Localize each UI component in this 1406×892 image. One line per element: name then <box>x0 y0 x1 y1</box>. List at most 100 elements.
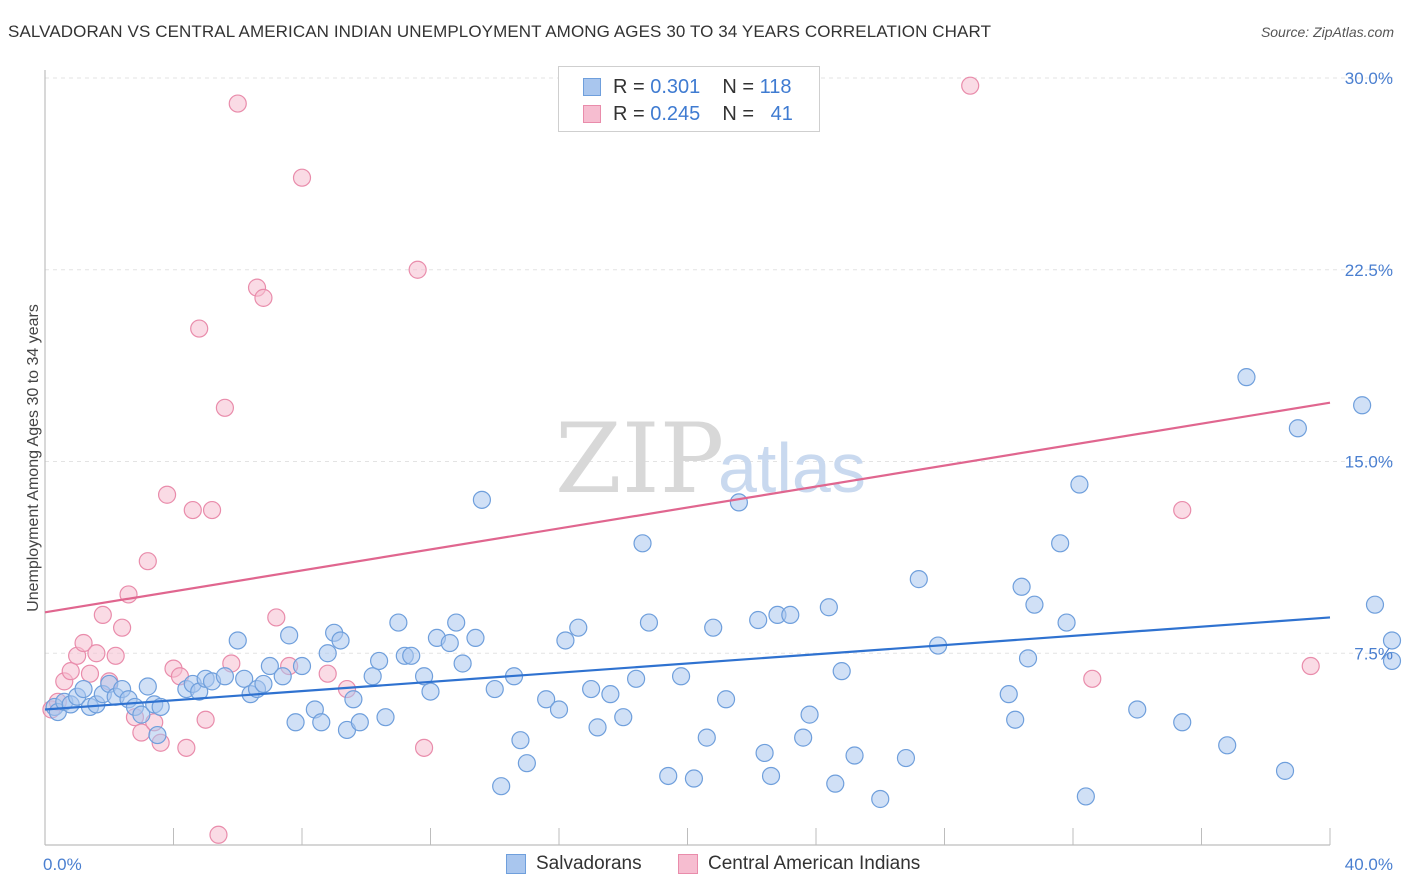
watermark-atlas: atlas <box>718 429 866 507</box>
legend-label-salvadorans: Salvadorans <box>536 853 642 874</box>
salvadoran-point <box>749 610 768 630</box>
series-legend: Salvadorans Central American Indians <box>0 853 1406 877</box>
salvadoran-point <box>280 626 299 645</box>
salvadoran-point <box>626 669 646 688</box>
central-american-indian-point <box>61 662 80 681</box>
salvadoran-point <box>421 682 440 701</box>
central-american-indian-point <box>190 319 209 338</box>
salvadoran-point <box>1012 577 1031 596</box>
central-american-indian-point <box>157 485 177 504</box>
salvadoran-point <box>254 674 273 694</box>
x-tick-label-min: 0.0% <box>43 855 82 874</box>
salvadoran-point <box>151 697 170 717</box>
salvadoran-point <box>1288 419 1307 438</box>
salvadoran-point <box>549 700 569 719</box>
salvadorans-trend-line <box>44 616 1331 711</box>
central-american-indian-point <box>408 260 427 279</box>
salvadoran-point <box>639 613 659 632</box>
salvadoran-point <box>761 766 781 786</box>
salvadoran-point <box>228 631 247 650</box>
salvadoran-point <box>1018 649 1038 668</box>
salvadoran-point <box>1006 710 1025 729</box>
salvadoran-point <box>569 618 588 637</box>
y-tick-labels: 7.5% 15.0% 22.5% 30.0% <box>1345 69 1393 663</box>
salvadoran-point <box>472 490 491 509</box>
salvadoran-point <box>370 651 389 671</box>
central-american-indian-point <box>1083 669 1102 688</box>
legend-r-label: R = <box>613 102 645 125</box>
salvadoran-point <box>286 713 305 732</box>
salvadoran-point <box>1382 631 1402 650</box>
central-american-indians-trend-line <box>44 401 1331 614</box>
legend-n-value: 41 <box>770 102 793 125</box>
central-american-indian-point <box>414 738 434 757</box>
salvadoran-point <box>1237 368 1256 387</box>
y-tick-label: 15.0% <box>1345 453 1393 472</box>
salvadoran-point <box>582 679 601 699</box>
salvadoran-point <box>659 766 678 786</box>
chart-title: SALVADORAN VS CENTRAL AMERICAN INDIAN UN… <box>8 22 992 41</box>
central-american-indian-point <box>93 605 112 625</box>
salvadoran-point <box>684 769 704 788</box>
y-tick-label: 30.0% <box>1345 69 1393 88</box>
central-american-indian-point <box>254 288 273 307</box>
legend-item-salvadorans: Salvadorans <box>506 853 642 875</box>
salvadoran-point <box>832 662 851 681</box>
central-american-indian-point <box>1301 656 1320 676</box>
salvadoran-point <box>132 705 151 724</box>
x-tick-label-max: 40.0% <box>1345 855 1393 874</box>
legend-r-value: 0.301 <box>650 75 701 98</box>
salvadoran-point <box>1218 736 1237 755</box>
salvadoran-point <box>729 493 749 512</box>
central-american-indian-point <box>196 710 215 729</box>
legend-swatch-blue <box>506 854 526 874</box>
salvadoran-point <box>376 708 395 727</box>
central-american-indian-point <box>183 500 202 520</box>
salvadoran-point <box>633 534 652 553</box>
legend-r-label: R = <box>613 75 645 98</box>
salvadoran-point <box>794 728 813 747</box>
central-american-indian-point <box>177 738 196 757</box>
salvadoran-point <box>235 669 254 688</box>
central-american-indian-point <box>209 825 228 844</box>
salvadoran-point <box>871 789 890 809</box>
central-american-indian-point <box>1173 500 1192 520</box>
salvadoran-point <box>414 667 434 686</box>
salvadoran-point <box>447 613 466 632</box>
legend-r-value: 0.245 <box>650 102 701 125</box>
salvadoran-point <box>350 713 369 732</box>
salvadoran-point <box>556 631 575 650</box>
salvadoran-point <box>1353 396 1372 415</box>
salvadoran-point <box>1057 613 1076 632</box>
salvadoran-point <box>492 777 511 796</box>
salvadoran-point <box>614 708 633 727</box>
salvadoran-point <box>1070 475 1089 494</box>
legend-n-value: 118 <box>759 75 792 98</box>
legend-row-central-american-indians: R = 0.245 N = 41 <box>583 102 793 126</box>
salvadoran-point <box>896 748 916 768</box>
central-american-indian-point <box>202 500 222 520</box>
salvadoran-point <box>453 654 472 673</box>
source-credit: Source: ZipAtlas.com <box>1260 24 1394 40</box>
salvadoran-point <box>671 667 691 686</box>
watermark-zip: ZIP <box>555 403 724 515</box>
central-american-indian-point <box>74 633 93 653</box>
salvadoran-point <box>800 705 819 724</box>
salvadoran-point <box>781 605 800 625</box>
salvadoran-point <box>1173 713 1192 732</box>
salvadoran-point <box>331 631 350 650</box>
salvadoran-point <box>292 656 312 676</box>
central-american-indian-point <box>138 552 157 571</box>
central-american-indian-point <box>112 618 132 637</box>
central-american-indian-point <box>87 644 106 663</box>
salvadoran-point <box>1076 787 1095 806</box>
salvadoran-point <box>1051 534 1070 553</box>
salvadoran-point <box>511 731 530 750</box>
central-american-indian-point <box>80 664 100 683</box>
salvadoran-point <box>1128 700 1147 719</box>
salvadoran-point <box>755 743 774 763</box>
salvadoran-point <box>466 628 485 648</box>
central-american-indian-point <box>228 94 247 113</box>
salvadoran-point <box>704 618 723 637</box>
legend-swatch-pink <box>583 105 601 123</box>
